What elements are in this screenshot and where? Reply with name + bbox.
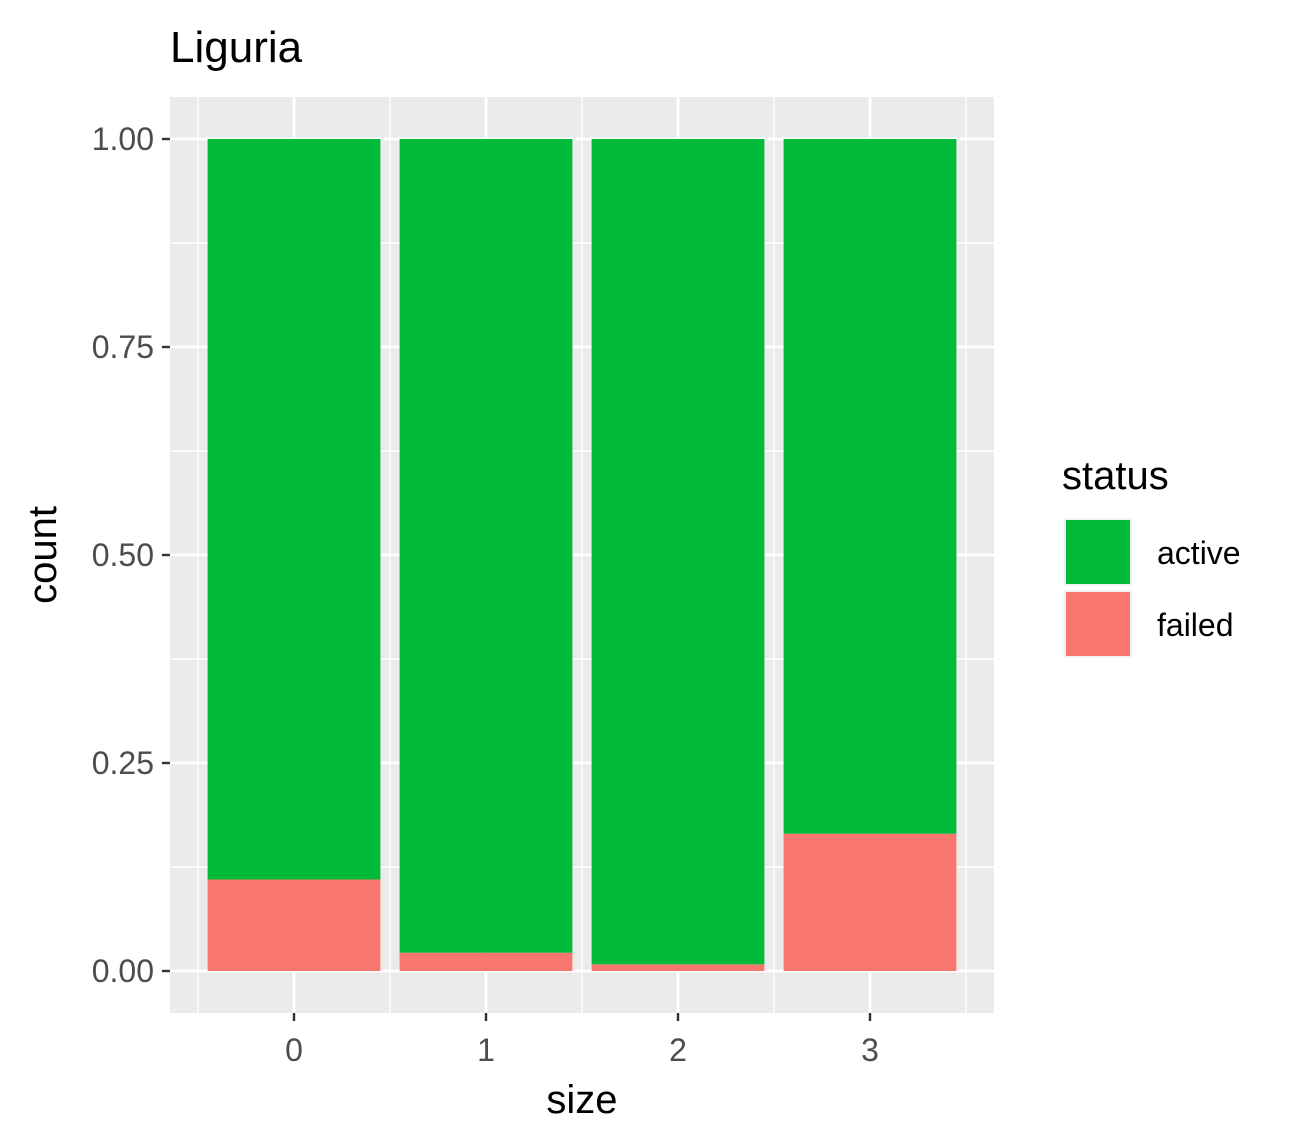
legend-swatch-failed [1066,592,1130,656]
legend-title: status [1062,454,1169,498]
legend-items: active failed [1064,518,1241,658]
bar-failed-3 [783,833,957,971]
y-tick-label: 0.00 [92,953,154,989]
y-axis: 0.00 0.25 0.50 0.75 1.00 [92,121,170,989]
y-tick-label: 0.25 [92,745,154,781]
legend-label-active: active [1157,535,1241,571]
bars [207,139,957,971]
x-axis: 0 1 2 3 [285,1013,879,1068]
y-tick-label: 0.50 [92,537,154,573]
x-tick-label: 3 [861,1032,879,1068]
legend: status active failed [1062,454,1241,658]
chart-title: Liguria [170,23,303,72]
bar-failed-0 [207,879,381,971]
y-tick-label: 1.00 [92,121,154,157]
x-tick-label: 2 [669,1032,687,1068]
y-tick-label: 0.75 [92,329,154,365]
y-axis-title: count [21,506,65,604]
bar-active-0 [207,139,381,880]
bar-active-2 [591,139,765,965]
bar-active-1 [399,139,573,953]
x-tick-label: 1 [477,1032,495,1068]
x-axis-title: size [546,1078,617,1122]
legend-swatch-active [1066,520,1130,584]
x-tick-label: 0 [285,1032,303,1068]
bar-active-3 [783,139,957,834]
bar-failed-2 [591,964,765,971]
bar-failed-1 [399,952,573,971]
legend-label-failed: failed [1157,607,1234,643]
